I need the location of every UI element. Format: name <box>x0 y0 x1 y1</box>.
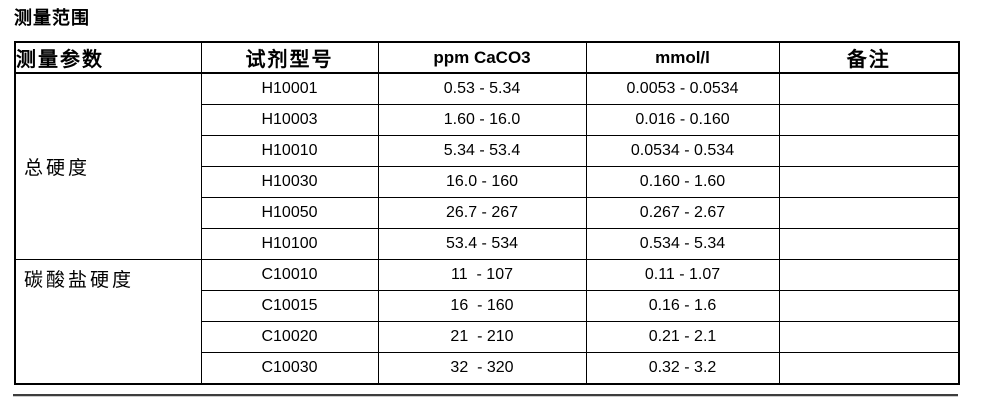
parameter-cell-carbonate-hardness: 碳酸盐硬度 <box>14 259 202 385</box>
ppm-range-cell: 1.60 - 16.0 <box>377 104 587 136</box>
col-header-parameter: 测量参数 <box>14 41 202 74</box>
col-header-note: 备注 <box>778 41 960 74</box>
note-cell <box>778 259 960 291</box>
model-cell: C10030 <box>200 352 379 385</box>
note-cell <box>778 135 960 167</box>
note-cell <box>778 72 960 105</box>
ppm-range-cell: 5.34 - 53.4 <box>377 135 587 167</box>
table-row: 碳酸盐硬度 C10010 11 - 107 0.11 - 1.07 <box>14 259 960 385</box>
note-cell <box>778 321 960 353</box>
table-row: H10100 53.4 - 534 0.534 - 5.34 <box>15 228 960 260</box>
mmol-range-cell: 0.32 - 3.2 <box>585 352 780 385</box>
parameter-cell-total-hardness: 总硬度 <box>14 72 202 260</box>
ppm-range-cell: 0.53 - 5.34 <box>377 72 587 105</box>
ppm-range-cell: 11 - 107 <box>377 259 587 291</box>
table-row: 总硬度 H10001 0.53 - 5.34 0.0053 - 0.0534 <box>14 72 960 260</box>
mmol-range-cell: 0.267 - 2.67 <box>585 197 780 229</box>
table-row: H10050 26.7 - 267 0.267 - 2.67 <box>15 197 960 229</box>
table-row: H10010 5.34 - 53.4 0.0534 - 0.534 <box>15 135 960 167</box>
page-bottom-rule <box>13 394 958 397</box>
note-cell <box>778 352 960 385</box>
mmol-range-cell: 0.016 - 0.160 <box>585 104 780 136</box>
table-header-row: 测量参数 试剂型号 ppm CaCO3 mmol/l 备注 <box>14 41 960 74</box>
mmol-range-cell: 0.0534 - 0.534 <box>585 135 780 167</box>
model-cell: H10030 <box>200 166 379 198</box>
col-header-reagent-model: 试剂型号 <box>200 41 379 74</box>
note-cell <box>778 104 960 136</box>
note-cell <box>778 290 960 322</box>
ppm-range-cell: 16.0 - 160 <box>377 166 587 198</box>
page-title: 测量范围 <box>14 8 90 28</box>
col-header-ppm-caco3: ppm CaCO3 <box>377 41 587 74</box>
model-cell: C10010 <box>200 259 379 291</box>
model-cell: H10100 <box>200 228 379 260</box>
model-cell: H10050 <box>200 197 379 229</box>
mmol-range-cell: 0.534 - 5.34 <box>585 228 780 260</box>
model-cell: C10015 <box>200 290 379 322</box>
ppm-range-cell: 32 - 320 <box>377 352 587 385</box>
table-row: C10020 21 - 210 0.21 - 2.1 <box>15 321 960 353</box>
ppm-range-cell: 53.4 - 534 <box>377 228 587 260</box>
note-cell <box>778 228 960 260</box>
note-cell <box>778 166 960 198</box>
model-cell: H10003 <box>200 104 379 136</box>
model-cell: H10010 <box>200 135 379 167</box>
table-row: H10030 16.0 - 160 0.160 - 1.60 <box>15 166 960 198</box>
mmol-range-cell: 0.11 - 1.07 <box>585 259 780 291</box>
model-cell: C10020 <box>200 321 379 353</box>
mmol-range-cell: 0.16 - 1.6 <box>585 290 780 322</box>
ppm-range-cell: 26.7 - 267 <box>377 197 587 229</box>
table-row: C10030 32 - 320 0.32 - 3.2 <box>15 352 960 385</box>
note-cell <box>778 197 960 229</box>
model-cell: H10001 <box>200 72 379 105</box>
mmol-range-cell: 0.0053 - 0.0534 <box>585 72 780 105</box>
ppm-range-cell: 16 - 160 <box>377 290 587 322</box>
ppm-range-cell: 21 - 210 <box>377 321 587 353</box>
col-header-mmol: mmol/l <box>585 41 780 74</box>
mmol-range-cell: 0.160 - 1.60 <box>585 166 780 198</box>
measurement-range-table: 测量参数 试剂型号 ppm CaCO3 mmol/l 备注 总硬度 H10001… <box>14 41 960 385</box>
mmol-range-cell: 0.21 - 2.1 <box>585 321 780 353</box>
